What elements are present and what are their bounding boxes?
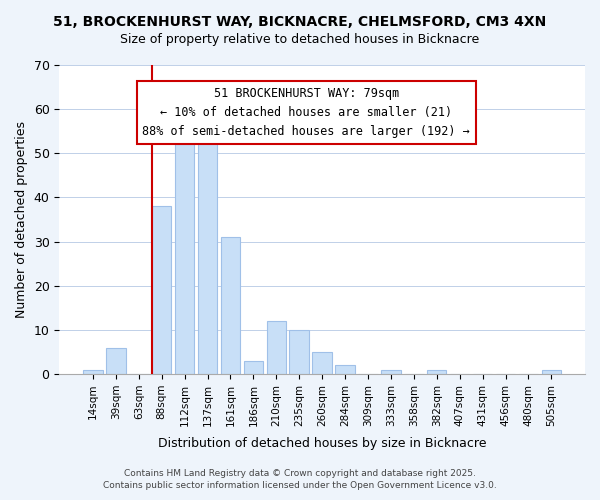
Text: 51 BROCKENHURST WAY: 79sqm
← 10% of detached houses are smaller (21)
88% of semi: 51 BROCKENHURST WAY: 79sqm ← 10% of deta… <box>142 86 470 138</box>
Bar <box>83 370 103 374</box>
Y-axis label: Number of detached properties: Number of detached properties <box>15 121 28 318</box>
Bar <box>221 237 240 374</box>
Bar <box>542 370 561 374</box>
Bar <box>289 330 309 374</box>
Bar <box>335 365 355 374</box>
Bar <box>381 370 401 374</box>
Text: Contains HM Land Registry data © Crown copyright and database right 2025.
Contai: Contains HM Land Registry data © Crown c… <box>103 468 497 490</box>
Bar <box>313 352 332 374</box>
Bar <box>198 122 217 374</box>
Text: Size of property relative to detached houses in Bicknacre: Size of property relative to detached ho… <box>121 32 479 46</box>
Bar <box>175 144 194 374</box>
Bar <box>427 370 446 374</box>
X-axis label: Distribution of detached houses by size in Bicknacre: Distribution of detached houses by size … <box>158 437 487 450</box>
Text: 51, BROCKENHURST WAY, BICKNACRE, CHELMSFORD, CM3 4XN: 51, BROCKENHURST WAY, BICKNACRE, CHELMSF… <box>53 15 547 29</box>
Bar <box>266 321 286 374</box>
Bar <box>244 361 263 374</box>
Bar <box>152 206 172 374</box>
Bar <box>106 348 125 374</box>
